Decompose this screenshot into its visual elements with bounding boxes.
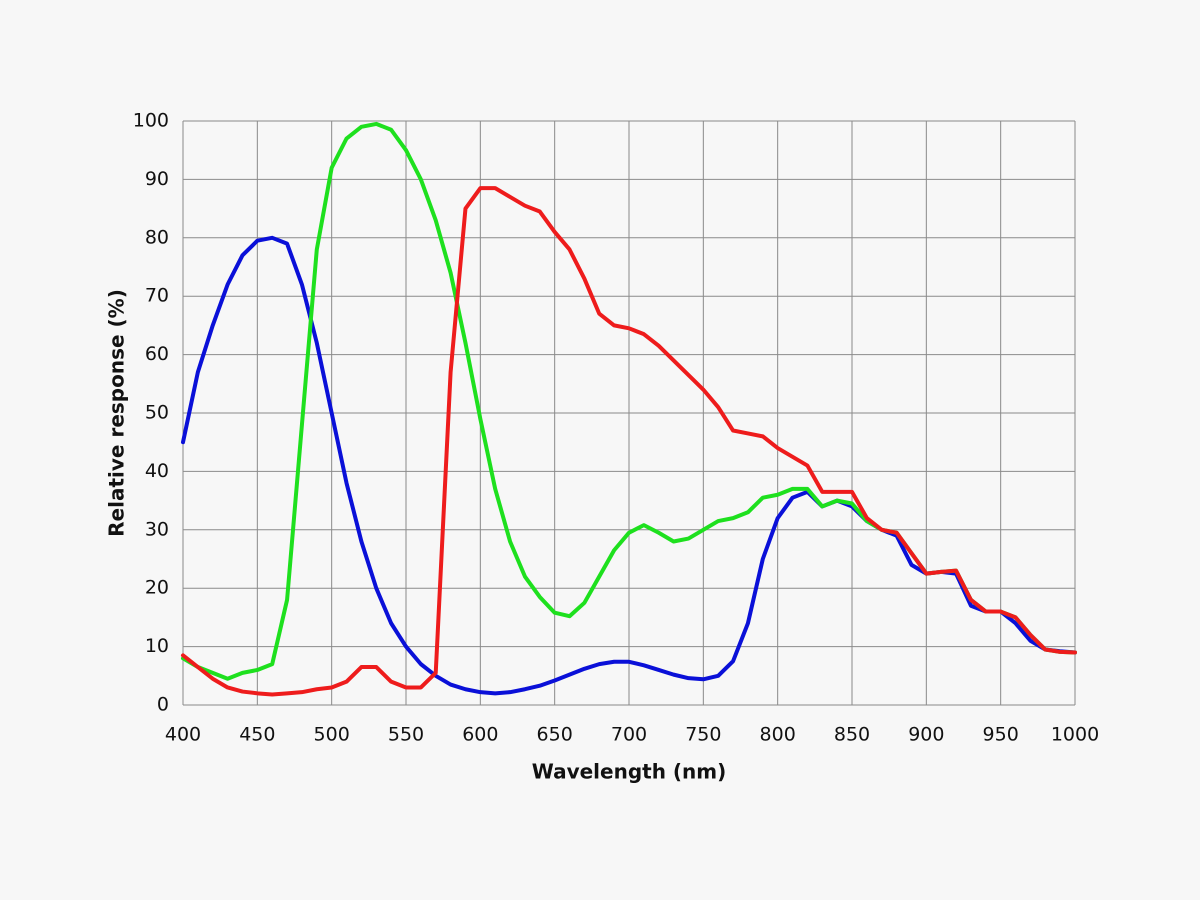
y-tick-label: 50 (145, 402, 169, 424)
y-tick-label: 90 (145, 168, 169, 190)
x-tick-label: 500 (314, 724, 350, 746)
y-tick-label: 40 (145, 460, 169, 482)
x-tick-label: 550 (388, 724, 424, 746)
x-tick-label: 450 (239, 724, 275, 746)
x-tick-label: 650 (537, 724, 573, 746)
series-line (181, 186, 1077, 697)
x-tick-label: 950 (983, 724, 1019, 746)
y-tick-label: 10 (145, 635, 169, 657)
x-tick-label: 1000 (1051, 724, 1099, 746)
x-tick-label: 850 (834, 724, 870, 746)
y-axis-label: Relative response (%) (105, 289, 129, 537)
x-tick-label: 900 (908, 724, 944, 746)
x-tick-label: 800 (760, 724, 796, 746)
y-tick-label: 60 (145, 343, 169, 365)
y-tick-label: 100 (133, 110, 169, 132)
y-tick-label: 0 (157, 694, 169, 716)
y-tick-label: 20 (145, 577, 169, 599)
x-tick-label: 400 (165, 724, 201, 746)
x-tick-label: 700 (611, 724, 647, 746)
y-tick-label: 30 (145, 518, 169, 540)
y-tick-label: 70 (145, 285, 169, 307)
y-tick-label: 80 (145, 226, 169, 248)
x-tick-label: 600 (462, 724, 498, 746)
x-tick-label: 750 (685, 724, 721, 746)
x-axis-label: Wavelength (nm) (532, 760, 727, 784)
